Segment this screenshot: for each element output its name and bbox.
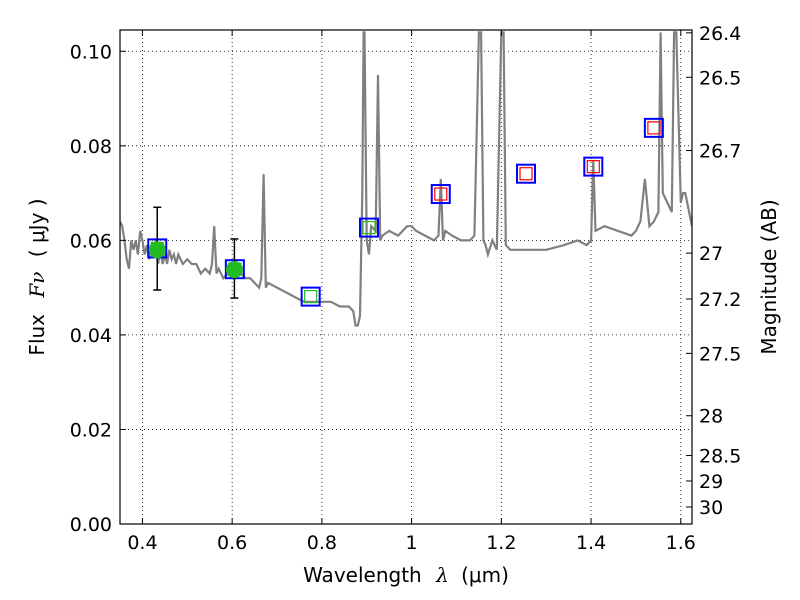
box-outer — [430, 184, 451, 205]
y2-axis-ticks: 26.4 26.5 26.7 27 27.2 27.5 28 28.5 29 30 — [686, 23, 741, 519]
box-outer — [583, 156, 604, 177]
box-outer — [516, 163, 537, 184]
observed-point — [148, 206, 166, 291]
observed-marker — [148, 241, 166, 259]
box-inner — [586, 160, 600, 174]
y2-tick-label: 27 — [699, 243, 723, 265]
y2-tick-label: 26.7 — [699, 141, 741, 163]
box-inner — [434, 187, 448, 201]
model-photometry-box — [300, 286, 321, 307]
model-photometry-box — [516, 163, 537, 184]
y2-tick-label: 29 — [699, 471, 723, 493]
observed-point — [225, 238, 243, 299]
observed-photometry-markers — [148, 206, 243, 299]
x-tick-label: 0.8 — [307, 532, 337, 554]
model-photometry-box — [358, 217, 379, 238]
box-inner — [647, 121, 661, 135]
x-tick-label: 1.6 — [666, 532, 696, 554]
box-outer — [358, 217, 379, 238]
y2-tick-label: 27.5 — [699, 343, 741, 365]
y2-tick-label: 28.5 — [699, 445, 741, 467]
model-photometry-box — [643, 117, 664, 138]
y2-axis-label: Magnitude (AB) — [757, 199, 781, 354]
box-outer — [643, 117, 664, 138]
y-axis-label: Flux Fν ( μJy ) — [25, 198, 49, 355]
x-tick-label: 1.2 — [486, 532, 516, 554]
y-tick-label: 0.06 — [70, 230, 112, 252]
x-tick-label: 0.6 — [217, 532, 247, 554]
y2-tick-label: 27.2 — [699, 289, 741, 311]
y2-tick-label: 30 — [699, 497, 723, 519]
y2-tick-label: 28 — [699, 406, 723, 428]
x-tick-label: 0.4 — [127, 532, 157, 554]
box-outer — [300, 286, 321, 307]
box-inner — [362, 221, 376, 235]
observed-marker — [225, 261, 243, 279]
y2-tick-label: 26.4 — [699, 23, 741, 45]
grid-lines — [120, 30, 692, 525]
x-tick-label: 1.4 — [576, 532, 606, 554]
model-photometry-box — [583, 156, 604, 177]
y-tick-label: 0.02 — [70, 419, 112, 441]
plot-frame — [119, 29, 693, 525]
model-photometry-markers — [147, 117, 664, 307]
y-axis-ticks: 0.00 0.02 0.04 0.06 0.08 0.10 — [70, 41, 126, 536]
y2-tick-label: 26.5 — [699, 67, 741, 89]
x-tick-label: 1 — [406, 532, 418, 554]
model-photometry-box — [430, 184, 451, 205]
box-inner — [304, 290, 318, 304]
box-inner — [519, 167, 533, 181]
y-tick-label: 0.04 — [70, 325, 112, 347]
y-tick-label: 0.10 — [70, 41, 112, 63]
model-spectrum-line — [120, 31, 692, 327]
y-tick-label: 0.00 — [70, 514, 112, 536]
y-tick-label: 0.08 — [70, 136, 112, 158]
x-axis-ticks: 0.4 0.6 0.8 1 1.2 1.4 1.6 — [127, 30, 696, 554]
x-axis-label: Wavelength λ (μm) — [303, 563, 509, 587]
